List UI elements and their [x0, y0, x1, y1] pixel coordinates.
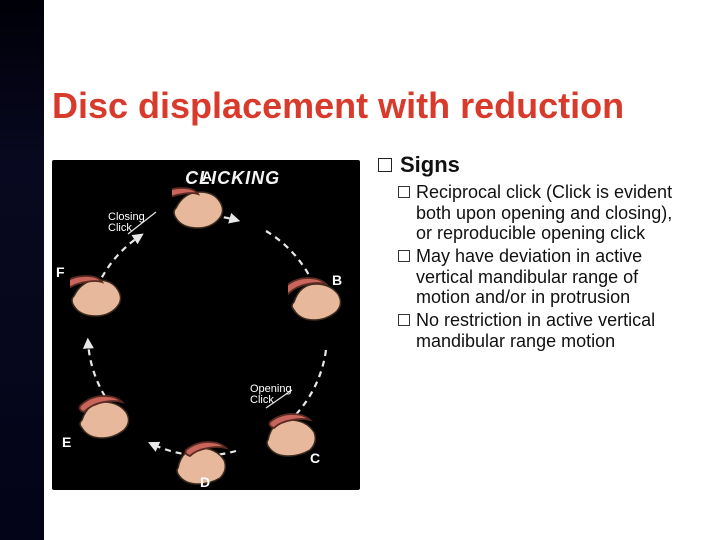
clicking-cycle-figure: CLICKING — [52, 160, 360, 490]
signs-item-1-text: Reciprocal click (Click is evident both … — [416, 182, 672, 243]
opening-click-label: Opening Click — [250, 384, 292, 406]
slide: Disc displacement with reduction CLICKIN… — [0, 0, 720, 540]
signs-sublist: Reciprocal click (Click is evident both … — [398, 182, 688, 352]
jaw-E — [76, 394, 136, 442]
signs-heading-text: Signs — [400, 152, 460, 178]
signs-heading: Signs — [378, 152, 688, 178]
closing-click-label: Closing Click — [108, 212, 145, 234]
bullet-box-icon — [398, 250, 410, 262]
jaw-F — [70, 272, 130, 320]
bullet-box-icon — [398, 314, 410, 326]
slide-title: Disc displacement with reduction — [52, 86, 624, 126]
text-column: Signs Reciprocal click (Click is evident… — [378, 152, 688, 354]
pos-label-F: F — [56, 264, 65, 280]
signs-item-2-text: May have deviation in active vertical ma… — [416, 246, 642, 307]
content-area: CLICKING — [52, 150, 696, 520]
pos-label-B: B — [332, 272, 342, 288]
bullet-box-icon — [398, 186, 410, 198]
pos-label-A: A — [202, 168, 212, 184]
signs-item-1: Reciprocal click (Click is evident both … — [398, 182, 688, 244]
left-accent-stripe — [0, 0, 44, 540]
pos-label-E: E — [62, 434, 71, 450]
pos-label-D: D — [200, 474, 210, 490]
pos-label-C: C — [310, 450, 320, 466]
signs-item-3-text: No restriction in active vertical mandib… — [416, 310, 655, 351]
signs-item-3: No restriction in active vertical mandib… — [398, 310, 688, 351]
signs-item-2: May have deviation in active vertical ma… — [398, 246, 688, 308]
jaw-A — [172, 184, 232, 232]
bullet-box-icon — [378, 158, 392, 172]
